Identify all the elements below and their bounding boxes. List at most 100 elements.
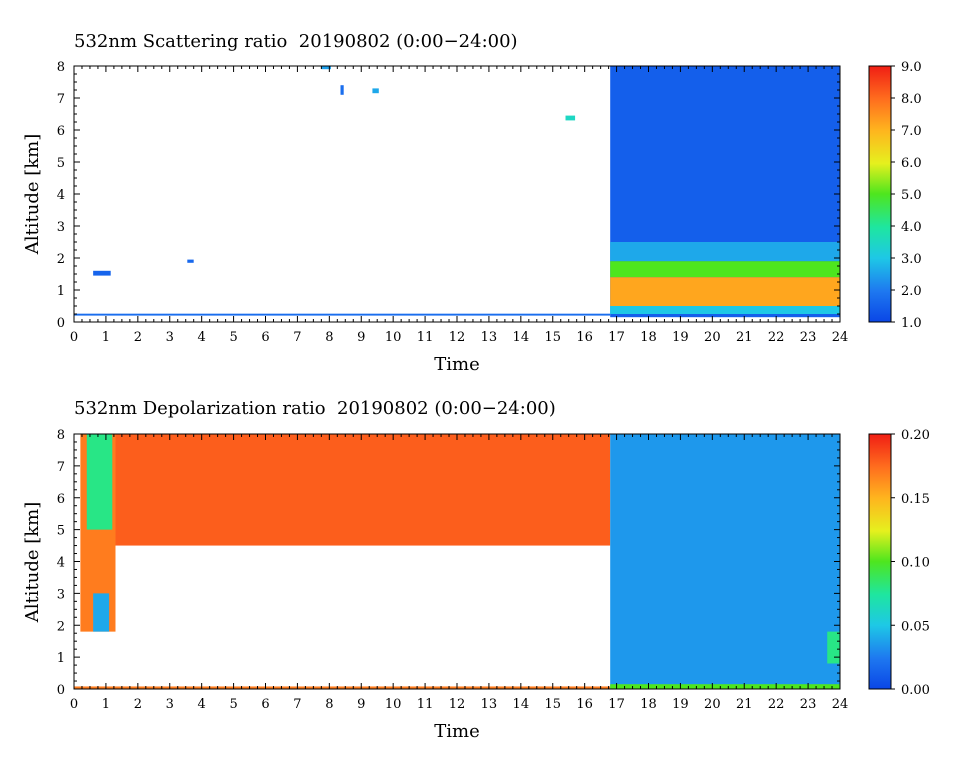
heatmap-region [321,66,331,70]
x-tick-label: 12 [449,697,466,712]
x-tick-label: 0 [70,330,78,345]
x-tick-label: 2 [134,330,142,345]
colorbar-tick-label: 0.20 [901,428,930,443]
colorbar [868,65,892,323]
x-tick-label: 2 [134,697,142,712]
y-tick-label: 2 [57,619,65,634]
colorbar-tick-label: 0.10 [901,556,930,571]
x-tick-label: 12 [449,330,466,345]
y-tick-label: 1 [57,284,65,299]
colorbar-tick-label: 0.00 [901,683,930,698]
x-axis-label: Time [434,721,479,742]
colorbar-tick-label: 1.0 [901,316,922,331]
x-tick-label: 23 [800,697,817,712]
x-tick-label: 9 [357,697,365,712]
x-tick-label: 24 [832,330,849,345]
x-tick-label: 15 [544,697,561,712]
heatmap-region [93,270,111,276]
x-tick-label: 15 [544,330,561,345]
x-tick-label: 13 [481,330,498,345]
y-tick-label: 3 [57,220,65,235]
y-tick-label: 7 [57,460,65,475]
x-tick-label: 16 [576,697,593,712]
colorbar-tick-label: 5.0 [901,188,922,203]
x-tick-label: 3 [166,330,174,345]
colorbar-tick-label: 0.05 [901,619,930,634]
x-tick-label: 18 [640,330,657,345]
x-tick-label: 21 [736,697,753,712]
x-tick-label: 18 [640,697,657,712]
x-tick-label: 1 [102,330,110,345]
x-tick-label: 11 [417,697,434,712]
scattering-ratio-title: 532nm Scattering ratio 20190802 (0:00−24… [74,31,518,52]
heatmap-region [74,686,611,689]
y-tick-label: 4 [57,188,65,203]
x-tick-label: 11 [417,330,434,345]
depolarization-ratio-panel: 0 1 2 3 4 5 6 7 8 9 10 11 12 13 14 15 16 17 18 19 20 21 22 23 24… [22,428,930,742]
heatmap-region [86,434,113,530]
heatmap-region [93,593,110,632]
x-tick-label: 20 [704,330,721,345]
colorbar-tick-label: 3.0 [901,252,922,267]
x-tick-label: 8 [325,697,333,712]
y-tick-label: 0 [57,316,65,331]
y-tick-label: 7 [57,92,65,107]
heatmap-region [610,242,840,262]
y-tick-label: 8 [57,60,65,75]
heatmap-region [565,115,576,121]
y-tick-label: 6 [57,492,65,507]
x-tick-label: 8 [325,330,333,345]
x-tick-label: 16 [576,330,593,345]
y-tick-label: 8 [57,428,65,443]
x-tick-label: 20 [704,697,721,712]
x-tick-label: 1 [102,697,110,712]
colorbar-tick-label: 9.0 [901,60,922,75]
x-tick-label: 0 [70,697,78,712]
y-tick-label: 2 [57,252,65,267]
x-tick-label: 6 [261,697,269,712]
x-tick-label: 10 [385,697,402,712]
x-tick-label: 17 [608,330,625,345]
heatmap-region [610,434,840,689]
x-tick-label: 19 [672,697,689,712]
y-tick-label: 3 [57,587,65,602]
y-axis-label: Altitude [km] [22,502,43,624]
x-tick-label: 17 [608,697,625,712]
colorbar-tick-label: 8.0 [901,92,922,107]
x-tick-label: 9 [357,330,365,345]
x-tick-label: 3 [166,697,174,712]
heatmap-region [610,277,840,306]
colorbar-tick-label: 6.0 [901,156,922,171]
heatmap-region [610,306,840,314]
y-tick-label: 4 [57,556,65,571]
x-tick-label: 4 [198,330,206,345]
y-tick-label: 6 [57,124,65,139]
x-tick-label: 5 [229,697,237,712]
heatmap-region [827,631,840,664]
x-tick-label: 6 [261,330,269,345]
colorbar-tick-label: 7.0 [901,124,922,139]
scattering-ratio-panel: 0 1 2 3 4 5 6 7 8 9 10 11 12 13 14 15 16 17 18 19 20 21 22 23 24… [22,60,922,375]
heatmap-region [610,684,840,689]
colorbar-tick-label: 4.0 [901,220,922,235]
heatmap-region [340,85,344,95]
depolarization-ratio-title: 532nm Depolarization ratio 20190802 (0:0… [74,398,556,419]
x-axis-label: Time [434,354,479,375]
y-axis-label: Altitude [km] [22,134,43,256]
heatmap-region [372,88,379,94]
x-tick-label: 10 [385,330,402,345]
y-tick-label: 5 [57,156,65,171]
x-tick-label: 21 [736,330,753,345]
x-tick-label: 7 [293,330,301,345]
x-tick-label: 4 [198,697,206,712]
colorbar-tick-label: 0.15 [901,492,930,507]
x-tick-label: 22 [768,330,785,345]
heatmap-region [115,434,611,546]
heatmap-region [610,261,840,278]
y-tick-label: 5 [57,524,65,539]
x-tick-label: 19 [672,330,689,345]
colorbar-tick-label: 2.0 [901,284,922,299]
y-tick-label: 0 [57,683,65,698]
x-tick-label: 7 [293,697,301,712]
